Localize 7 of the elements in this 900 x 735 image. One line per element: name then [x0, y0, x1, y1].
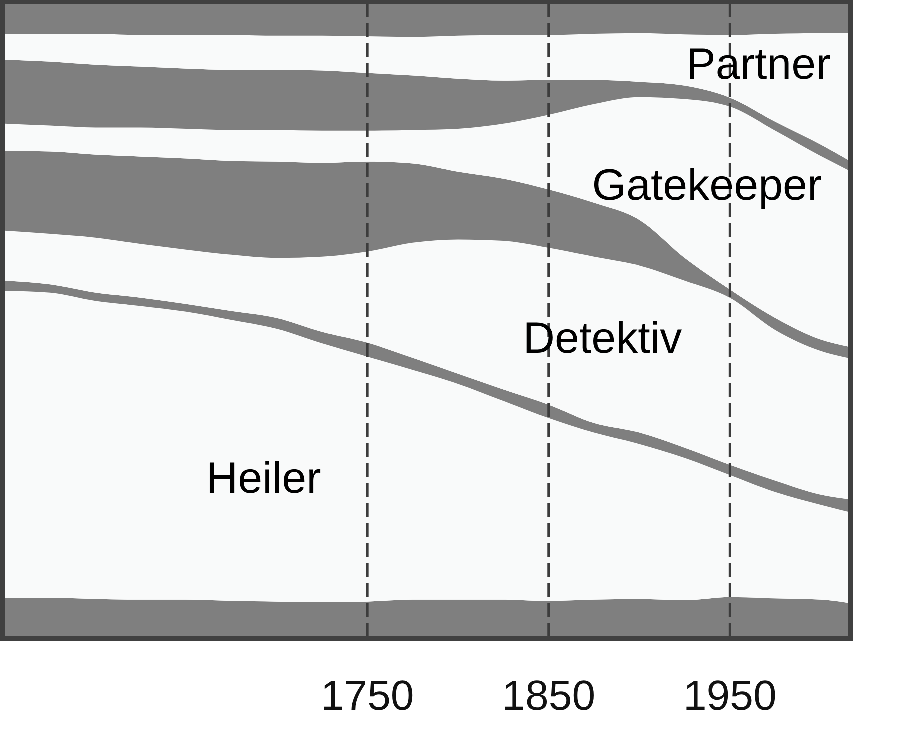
x-tick-label: 1750: [320, 672, 414, 719]
x-tick-label: 1850: [502, 672, 596, 719]
series-label: Gatekeeper: [592, 160, 822, 210]
series-label: Partner: [686, 40, 831, 89]
series-label: Detektiv: [523, 314, 682, 364]
x-tick-label: 1950: [683, 672, 777, 719]
series-label: Heiler: [206, 454, 322, 503]
